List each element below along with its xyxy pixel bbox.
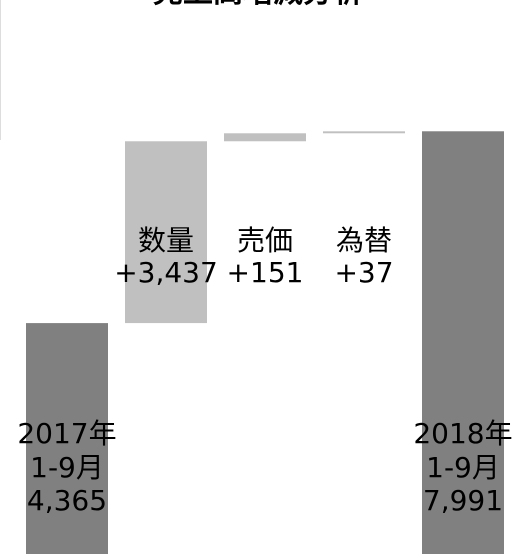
category-label: 数量	[138, 224, 194, 257]
value-label: +37	[334, 256, 393, 289]
total-bar	[26, 323, 108, 554]
value-label: 7,991	[423, 484, 503, 517]
category-label: 2018年	[413, 417, 512, 450]
delta-bar	[323, 131, 405, 134]
category-label: 2017年	[17, 417, 116, 450]
total-bar	[422, 131, 504, 554]
category-label: 為替	[336, 224, 392, 257]
chart-title: 売上高増減分析	[153, 0, 363, 10]
category-label: 1-9月	[426, 451, 500, 484]
category-label: 1-9月	[30, 451, 104, 484]
category-label: 売価	[237, 224, 293, 257]
value-label: +3,437	[114, 256, 218, 289]
value-label: 4,365	[27, 484, 107, 517]
value-label: +151	[227, 256, 304, 289]
delta-bar	[224, 133, 306, 142]
delta-bar	[125, 141, 207, 324]
